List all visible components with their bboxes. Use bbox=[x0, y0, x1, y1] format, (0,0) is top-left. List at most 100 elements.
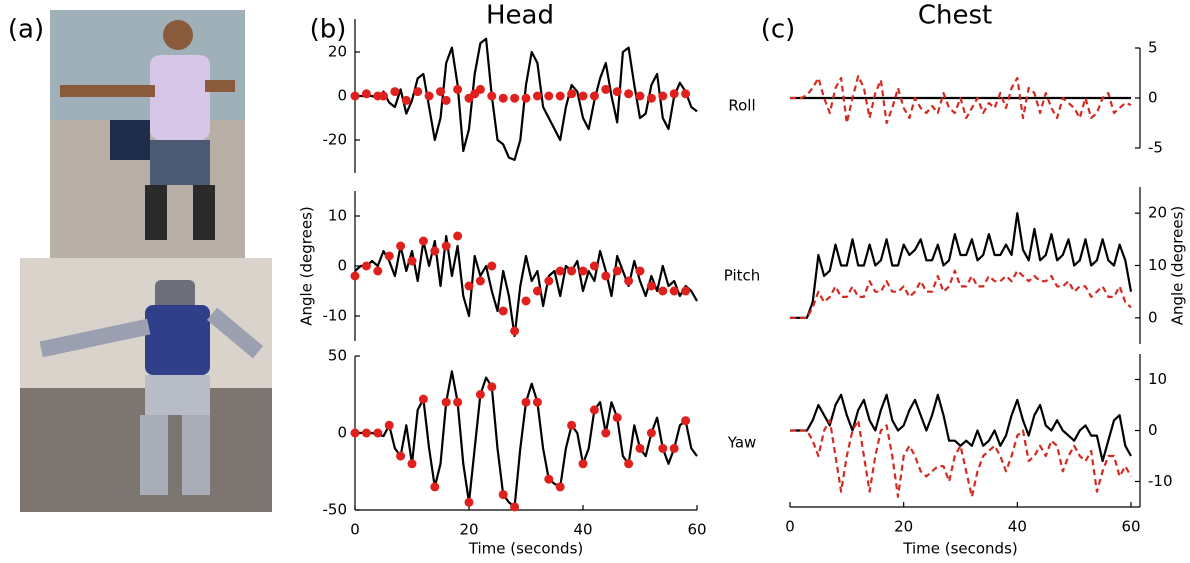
data-point bbox=[658, 91, 668, 101]
x-axis-label: Time (seconds) bbox=[468, 540, 584, 558]
data-point bbox=[361, 89, 371, 99]
data-point bbox=[464, 281, 474, 291]
data-point bbox=[487, 382, 497, 392]
data-point bbox=[407, 256, 417, 266]
y-tick-label: 10 bbox=[1148, 370, 1167, 388]
data-point bbox=[384, 251, 394, 261]
data-point bbox=[475, 276, 485, 286]
panel-title: Head bbox=[486, 1, 554, 31]
data-line bbox=[790, 269, 1132, 319]
data-point bbox=[669, 286, 679, 296]
data-point bbox=[669, 89, 679, 99]
data-point bbox=[430, 482, 440, 492]
data-point bbox=[646, 93, 656, 103]
y-tick-label: 50 bbox=[328, 347, 347, 365]
data-point bbox=[441, 241, 451, 251]
data-point bbox=[532, 286, 542, 296]
photo-robot bbox=[20, 258, 272, 512]
data-point bbox=[681, 286, 691, 296]
data-line bbox=[355, 370, 698, 508]
data-point bbox=[589, 261, 599, 271]
photo-human bbox=[50, 10, 245, 258]
data-point bbox=[418, 236, 428, 246]
y-tick-label: -50 bbox=[323, 501, 348, 519]
data-point bbox=[567, 266, 577, 276]
data-point bbox=[361, 261, 371, 271]
data-point bbox=[532, 397, 542, 407]
y-tick-label: -5 bbox=[1148, 139, 1163, 157]
data-point bbox=[612, 413, 622, 423]
data-point bbox=[407, 459, 417, 469]
data-line bbox=[790, 393, 1132, 463]
data-point bbox=[646, 281, 656, 291]
data-point bbox=[544, 91, 554, 101]
data-point bbox=[424, 91, 434, 101]
data-point bbox=[361, 428, 371, 438]
y-axis-label: Angle (degrees) bbox=[1169, 206, 1187, 326]
data-point bbox=[646, 428, 656, 438]
y-tick-label: -10 bbox=[1148, 472, 1173, 490]
data-point bbox=[601, 271, 611, 281]
subplot-label: Yaw bbox=[727, 434, 757, 452]
data-point bbox=[555, 91, 565, 101]
y-tick-label: 20 bbox=[328, 43, 347, 61]
y-tick-label: -10 bbox=[323, 307, 348, 325]
data-point bbox=[681, 416, 691, 426]
x-tick-label: 0 bbox=[785, 518, 795, 536]
data-point bbox=[658, 286, 668, 296]
y-tick-label: -20 bbox=[323, 131, 348, 149]
y-axis-label: Angle (degrees) bbox=[298, 206, 316, 326]
data-point bbox=[635, 266, 645, 276]
data-point bbox=[350, 271, 360, 281]
data-point bbox=[601, 428, 611, 438]
panel-label: (a) bbox=[8, 15, 44, 45]
x-tick-label: 60 bbox=[1121, 518, 1140, 536]
panel-title: Chest bbox=[918, 1, 992, 31]
data-point bbox=[390, 87, 400, 97]
y-tick-label: 0 bbox=[337, 257, 347, 275]
data-point bbox=[441, 397, 451, 407]
x-tick-label: 20 bbox=[459, 521, 478, 539]
data-line bbox=[790, 212, 1133, 319]
data-point bbox=[379, 91, 388, 101]
data-point bbox=[681, 89, 691, 99]
x-tick-label: 40 bbox=[1008, 518, 1027, 536]
y-tick-label: 0 bbox=[337, 424, 347, 442]
data-point bbox=[578, 459, 588, 469]
data-point bbox=[418, 394, 428, 404]
data-point bbox=[601, 84, 611, 94]
data-point bbox=[555, 266, 565, 276]
data-point bbox=[521, 93, 531, 103]
data-point bbox=[669, 443, 679, 453]
data-point bbox=[510, 93, 520, 103]
y-tick-label: 10 bbox=[1148, 256, 1167, 274]
data-point bbox=[612, 266, 622, 276]
data-point bbox=[510, 502, 520, 512]
data-point bbox=[544, 276, 554, 286]
data-point bbox=[396, 451, 406, 461]
subplot-label: Roll bbox=[728, 97, 755, 115]
x-tick-label: 20 bbox=[894, 518, 913, 536]
data-point bbox=[498, 490, 508, 500]
data-point bbox=[635, 443, 645, 453]
data-point bbox=[350, 91, 360, 101]
data-point bbox=[612, 87, 622, 97]
y-tick-label: 10 bbox=[328, 207, 347, 225]
y-tick-label: 20 bbox=[1148, 204, 1167, 222]
data-point bbox=[487, 261, 497, 271]
data-point bbox=[624, 276, 634, 286]
x-tick-label: 0 bbox=[350, 521, 360, 539]
data-point bbox=[430, 246, 440, 256]
data-line bbox=[355, 37, 698, 161]
y-tick-label: 0 bbox=[1148, 89, 1158, 107]
data-point bbox=[521, 397, 531, 407]
data-point bbox=[413, 87, 423, 97]
data-point bbox=[384, 420, 394, 430]
data-point bbox=[567, 89, 577, 99]
y-tick-label: 0 bbox=[1148, 308, 1158, 326]
data-point bbox=[544, 474, 554, 484]
data-point bbox=[521, 296, 531, 306]
x-tick-label: 40 bbox=[573, 521, 592, 539]
subplot-label: Pitch bbox=[724, 267, 761, 285]
